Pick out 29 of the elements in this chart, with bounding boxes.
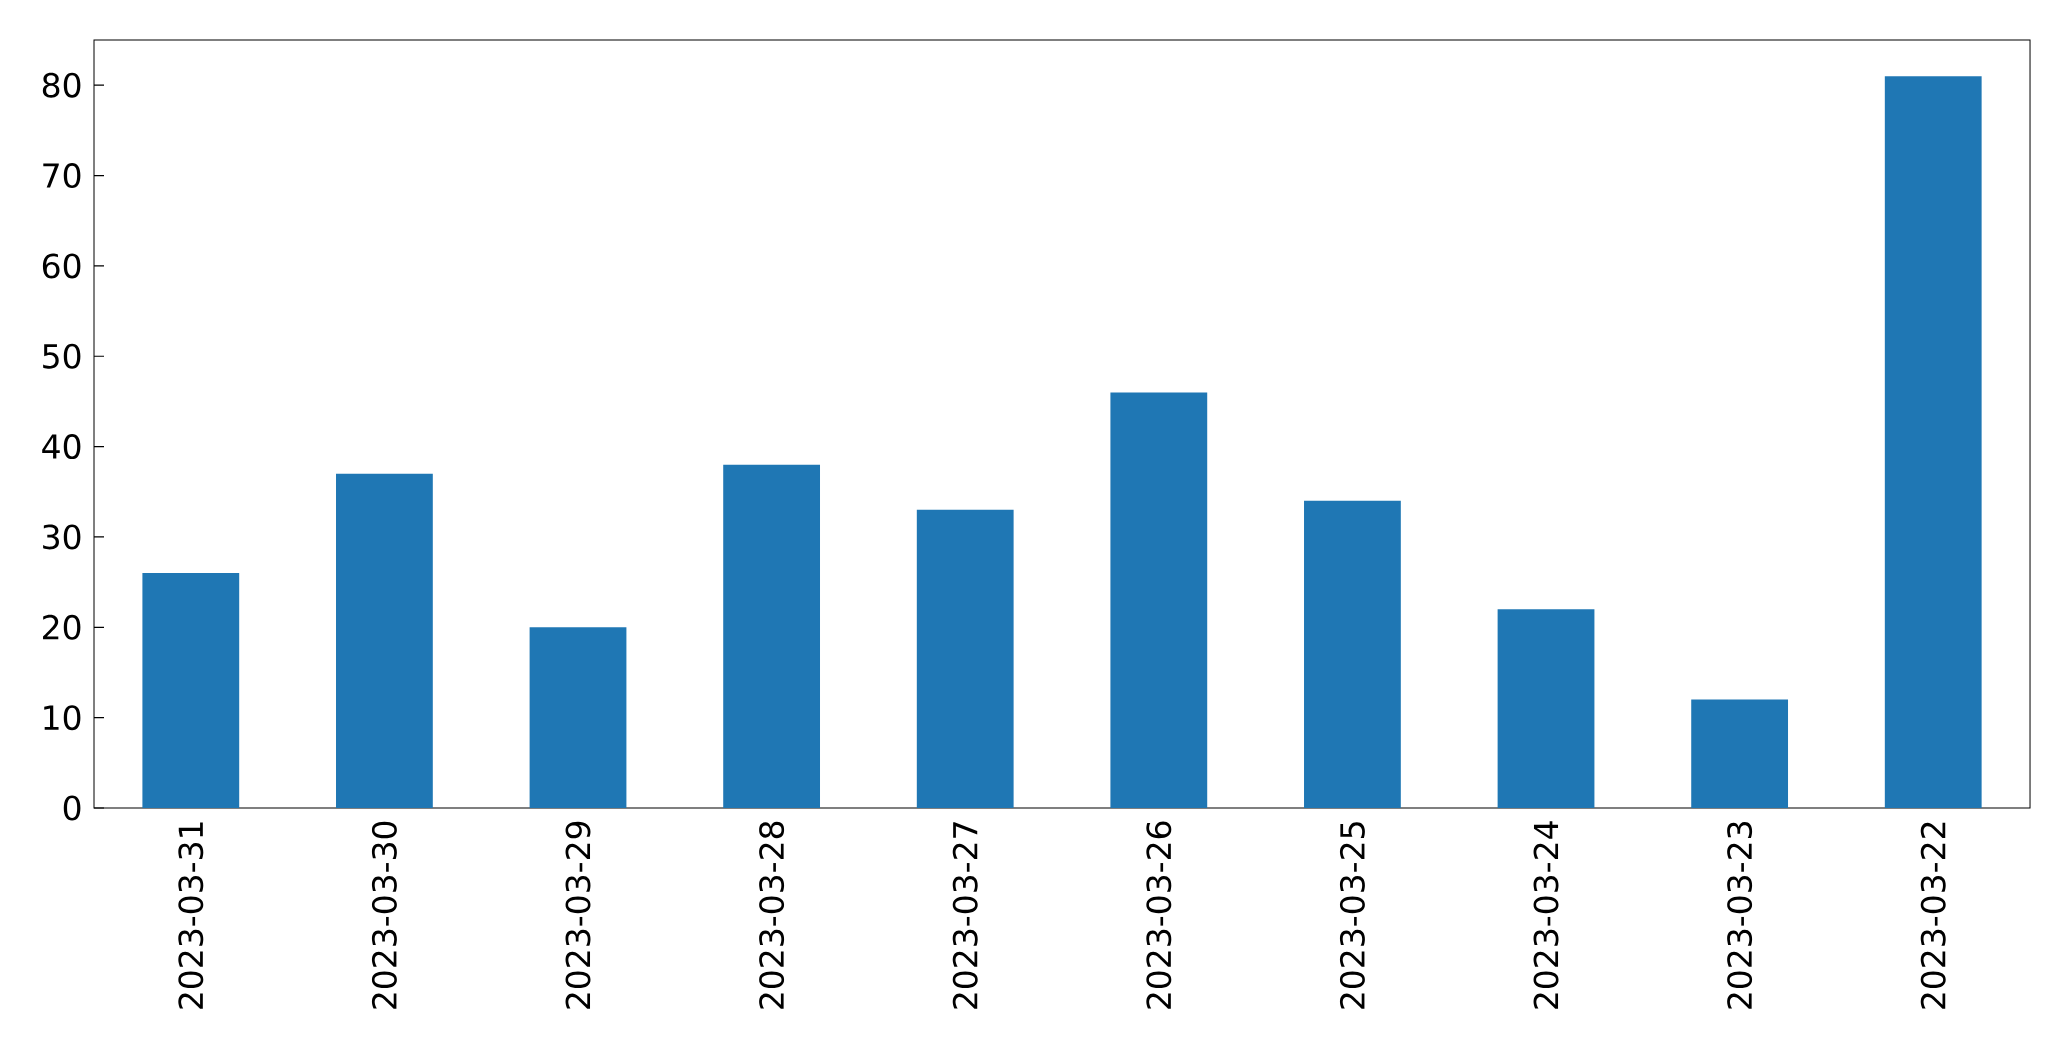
x-tick-label: 2023-03-22 (1920, 822, 1946, 1009)
x-tick-label: 2023-03-28 (759, 821, 785, 1009)
y-tick-label: 50 (43, 343, 81, 369)
bar (1497, 609, 1595, 808)
y-tick-label: 0 (63, 795, 81, 821)
x-tick-label: 2023-03-26 (1146, 821, 1172, 1009)
y-tick-label: 70 (43, 163, 81, 189)
bar (142, 573, 240, 808)
x-tick-label: 2023-03-24 (1533, 821, 1559, 1009)
bar (1691, 699, 1789, 808)
y-tick-label: 60 (42, 253, 81, 279)
bar (723, 464, 821, 808)
y-tick-label: 80 (42, 72, 81, 98)
x-tick-label: 2023-03-31 (178, 822, 204, 1009)
bar (336, 473, 433, 808)
x-tick-label: 2023-03-29 (565, 821, 591, 1009)
x-tick-label: 2023-03-23 (1727, 822, 1753, 1009)
x-tick-label: 2023-03-30 (371, 821, 397, 1009)
bar (1884, 76, 1982, 808)
x-tick-label: 2023-03-25 (1339, 822, 1365, 1009)
y-tick-label: 30 (43, 524, 81, 550)
bar (1110, 392, 1208, 808)
y-tick-label: 40 (42, 434, 81, 460)
y-tick-label: 10 (44, 705, 81, 731)
x-tick-label: 2023-03-27 (952, 822, 978, 1009)
bar (916, 509, 1014, 808)
y-tick-label: 20 (43, 614, 81, 640)
bar (529, 627, 627, 808)
bar (1304, 500, 1401, 808)
